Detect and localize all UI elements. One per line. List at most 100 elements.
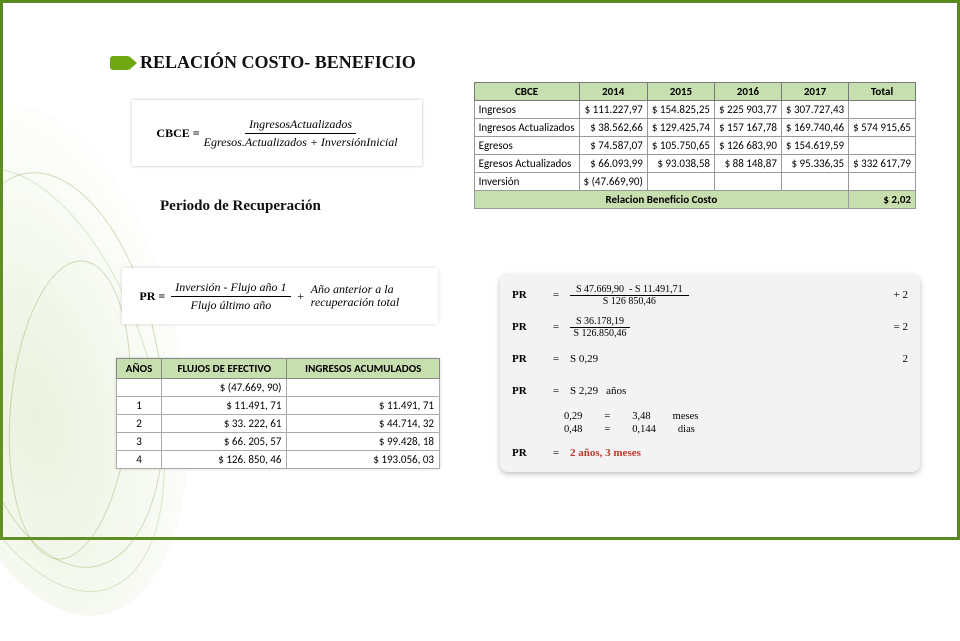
cell-flujo: $ 126. 850, 46 <box>162 451 287 469</box>
conv-cell: 3,48 <box>632 410 650 423</box>
cell: $ 88 148,87 <box>715 155 782 173</box>
pr-num: Inversión - Flujo año 1 <box>171 280 290 297</box>
table-row: Egresos$ 74.587,07$ 105.750,65$ 126 683,… <box>474 137 915 155</box>
cell-anio: 4 <box>117 451 162 469</box>
cell: $ 95.336,35 <box>781 155 848 173</box>
cell-flujo: $ (47.669, 90) <box>162 379 287 397</box>
cell-anio: 3 <box>117 433 162 451</box>
pr-step-2: PR= S 36.178,19 S 126.850,46 = 2 <box>512 314 908 340</box>
pr4-unit: años <box>606 385 626 397</box>
cell: $ 332 617,79 <box>849 155 916 173</box>
pr1-num-r: - S 11.491,71 <box>629 284 683 295</box>
pr-step-4: PR= S 2,29 años <box>512 378 908 404</box>
bullet-icon <box>110 56 130 70</box>
cell <box>647 173 714 191</box>
cell-acum: $ 44.714, 32 <box>287 415 440 433</box>
row-label: Egresos <box>474 137 579 155</box>
row-label: Egresos Actualizados <box>474 155 579 173</box>
cell-flujo: $ 33. 222, 61 <box>162 415 287 433</box>
row-label: Ingresos Actualizados <box>474 119 579 137</box>
flujos-header-row: AÑOS FLUJOS DE EFECTIVO INGRESOS ACUMULA… <box>117 359 440 379</box>
page-title: RELACIÓN COSTO- BENEFICIO <box>140 52 416 73</box>
pr-tail: Año anterior a la recuperación total <box>311 283 421 309</box>
cell <box>849 101 916 119</box>
conv-cell: = <box>604 423 610 436</box>
cbce-h3: 2016 <box>715 83 782 101</box>
cbce-den: Egresos.Actualizados + InversiónInicial <box>204 134 398 150</box>
cell-acum: $ 11.491, 71 <box>287 397 440 415</box>
cell-anio <box>117 379 162 397</box>
cell: $ 574 915,65 <box>849 119 916 137</box>
pr3-tail: 2 <box>903 353 909 365</box>
pr-plus: + <box>297 289 305 304</box>
cbce-h2: 2015 <box>647 83 714 101</box>
table-row: Inversión$ (47.669,90) <box>474 173 915 191</box>
cell: $ 111.227,97 <box>579 101 647 119</box>
cbce-formula: CBCE = IngresosActualizados Egresos.Actu… <box>132 100 422 166</box>
pr1-num-l: S 47.669,90 <box>576 284 624 295</box>
conv-cell: meses <box>673 410 699 423</box>
pr1-den: S 126 850,46 <box>603 296 656 307</box>
table-row: 4$ 126. 850, 46$ 193.056, 03 <box>117 451 440 469</box>
cbce-header-row: CBCE 2014 2015 2016 2017 Total <box>474 83 915 101</box>
pr-result: 2 años, 3 meses <box>570 447 641 459</box>
conv-cell: 0,29 <box>564 410 582 423</box>
table-row: $ (47.669, 90) <box>117 379 440 397</box>
cell-anio: 2 <box>117 415 162 433</box>
cell <box>849 137 916 155</box>
pr-fraction: Inversión - Flujo año 1 Flujo último año <box>171 280 290 313</box>
pr2-tail: = 2 <box>894 321 908 333</box>
pr-lhs: PR = <box>139 289 165 304</box>
flujos-h2: INGRESOS ACUMULADOS <box>287 359 440 379</box>
pr-step-3: PR= S 0,29 2 <box>512 346 908 372</box>
cell: $ 154.825,25 <box>647 101 714 119</box>
cell <box>715 173 782 191</box>
cbce-fraction: IngresosActualizados Egresos.Actualizado… <box>204 117 398 150</box>
pr4-val: S 2,29 <box>570 385 598 397</box>
flujos-h1: FLUJOS DE EFECTIVO <box>162 359 287 379</box>
cbce-table: CBCE 2014 2015 2016 2017 Total Ingresos$… <box>474 82 916 209</box>
pr-den: Flujo último año <box>191 297 272 313</box>
conv-cell: 0,144 <box>632 423 656 436</box>
cell: $ 93.038,58 <box>647 155 714 173</box>
cell: $ 129.425,74 <box>647 119 714 137</box>
cbce-h1: 2014 <box>579 83 647 101</box>
cbce-h5: Total <box>849 83 916 101</box>
table-row: Egresos Actualizados$ 66.093,99$ 93.038,… <box>474 155 915 173</box>
cbce-num: IngresosActualizados <box>245 117 356 134</box>
cell: $ 169.740,46 <box>781 119 848 137</box>
cell: $ 225 903,77 <box>715 101 782 119</box>
table-row: Ingresos$ 111.227,97$ 154.825,25$ 225 90… <box>474 101 915 119</box>
row-label: Inversión <box>474 173 579 191</box>
table-row: 3$ 66. 205, 57$ 99.428, 18 <box>117 433 440 451</box>
conv-cell: 0,48 <box>564 423 582 436</box>
cbce-lhs: CBCE = <box>156 126 199 141</box>
pr-formula: PR = Inversión - Flujo año 1 Flujo últim… <box>122 268 438 324</box>
cell: $ 126 683,90 <box>715 137 782 155</box>
cell: $ 38.562,66 <box>579 119 647 137</box>
pr-step-1: PR= S 47.669,90 - S 11.491,71 S 126 850,… <box>512 282 908 308</box>
cell <box>849 173 916 191</box>
cell: $ 66.093,99 <box>579 155 647 173</box>
conv-row: 0,48 = 0,144 dias <box>564 423 908 436</box>
cell-flujo: $ 11.491, 71 <box>162 397 287 415</box>
cbce-footer-value: $ 2,02 <box>849 191 916 209</box>
conv-cell: dias <box>678 423 695 436</box>
cell: $ 74.587,07 <box>579 137 647 155</box>
cell: $ (47.669,90) <box>579 173 647 191</box>
cell: $ 105.750,65 <box>647 137 714 155</box>
title-row: RELACIÓN COSTO- BENEFICIO <box>110 52 416 73</box>
cell <box>781 173 848 191</box>
conv-row: 0,29 = 3,48 meses <box>564 410 908 423</box>
pr-steps-panel: PR= S 47.669,90 - S 11.491,71 S 126 850,… <box>500 274 920 472</box>
cell-acum: $ 193.056, 03 <box>287 451 440 469</box>
cbce-h4: 2017 <box>781 83 848 101</box>
flujos-table: AÑOS FLUJOS DE EFECTIVO INGRESOS ACUMULA… <box>116 358 440 469</box>
cell: $ 157 167,78 <box>715 119 782 137</box>
cell-acum <box>287 379 440 397</box>
pr2-num: S 36.178,19 <box>570 316 630 328</box>
pr-conversion: 0,29 = 3,48 meses 0,48 = 0,144 dias <box>564 410 908 436</box>
pr3-val: S 0,29 <box>570 353 598 365</box>
conv-cell: = <box>604 410 610 423</box>
row-label: Ingresos <box>474 101 579 119</box>
